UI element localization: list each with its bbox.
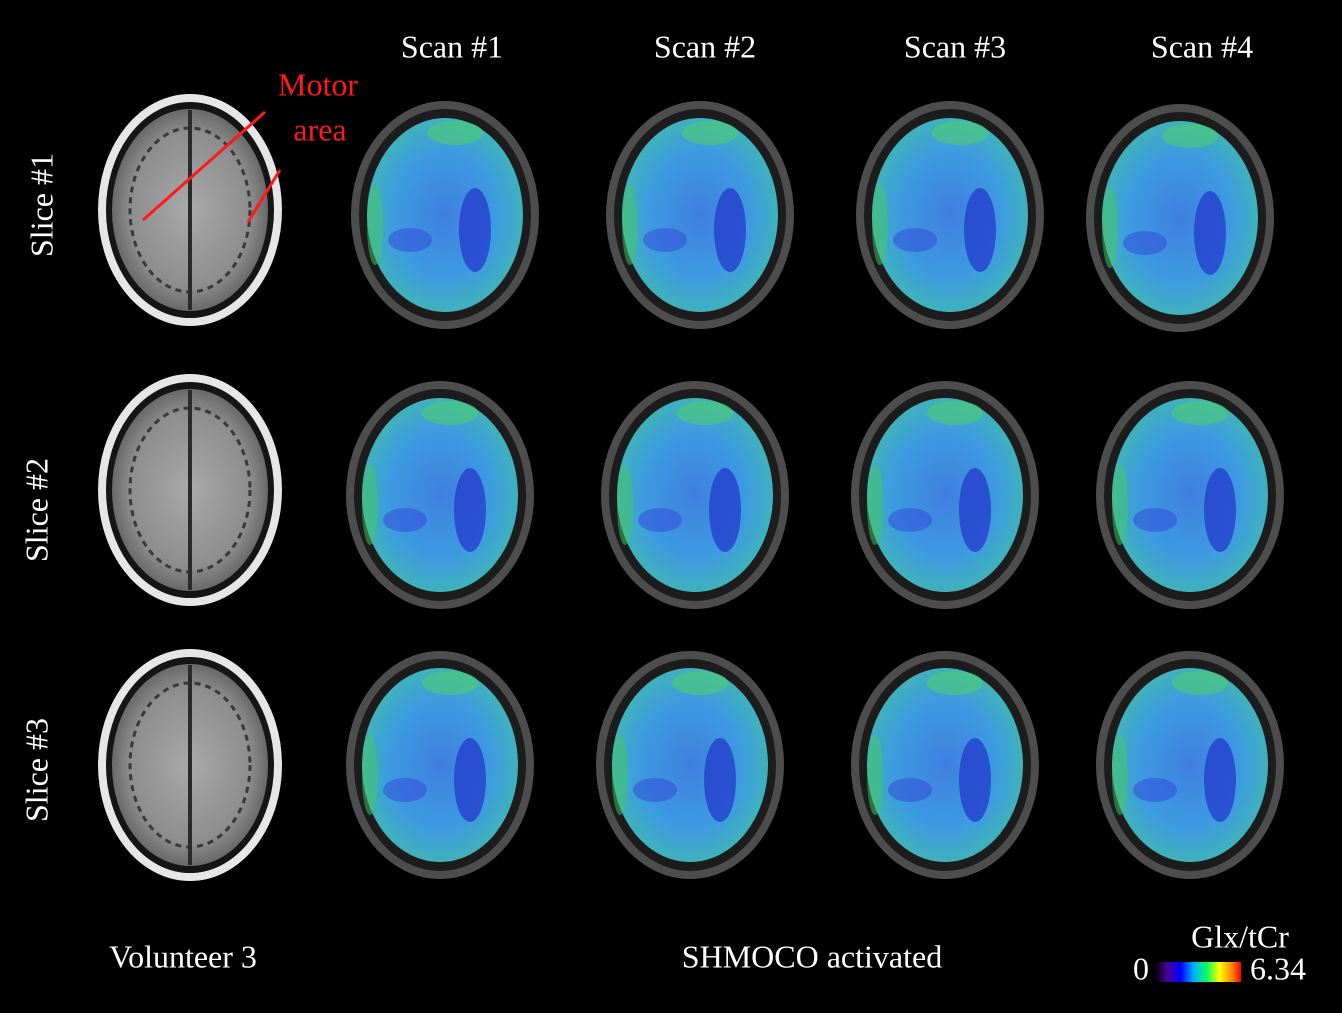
annotation-line [246, 169, 282, 223]
glx-map [600, 655, 780, 875]
glx-map [350, 655, 530, 875]
colorbar-min: 0 [1133, 950, 1149, 986]
t1-image [102, 378, 278, 602]
glx-map [855, 385, 1035, 605]
t1-image [102, 653, 278, 877]
condition-label: SHMOCO activated [682, 938, 942, 974]
column-label: Scan #1 [401, 28, 503, 64]
annotation: area [293, 111, 346, 147]
glx-map [605, 385, 785, 605]
colorbar-title: Glx/tCr [1191, 918, 1289, 954]
glx-map [860, 105, 1040, 325]
glx-map [855, 655, 1035, 875]
annotation-line [142, 110, 266, 222]
glx-map [1100, 655, 1280, 875]
t1-image [102, 98, 278, 322]
glx-map [1100, 385, 1280, 605]
glx-map [610, 105, 790, 325]
row-label: Slice #2 [18, 458, 54, 562]
row-label: Slice #3 [18, 718, 54, 822]
row-label: Slice #1 [23, 153, 59, 257]
glx-map [350, 385, 530, 605]
colorbar-max: 6.34 [1250, 950, 1306, 986]
subject-label: Volunteer 3 [109, 938, 257, 974]
annotation: Motor [278, 66, 358, 102]
column-label: Scan #2 [654, 28, 756, 64]
column-label: Scan #3 [904, 28, 1006, 64]
colorbar [1155, 962, 1241, 982]
glx-map [1090, 108, 1270, 328]
column-label: Scan #4 [1151, 28, 1253, 64]
glx-map [355, 105, 535, 325]
